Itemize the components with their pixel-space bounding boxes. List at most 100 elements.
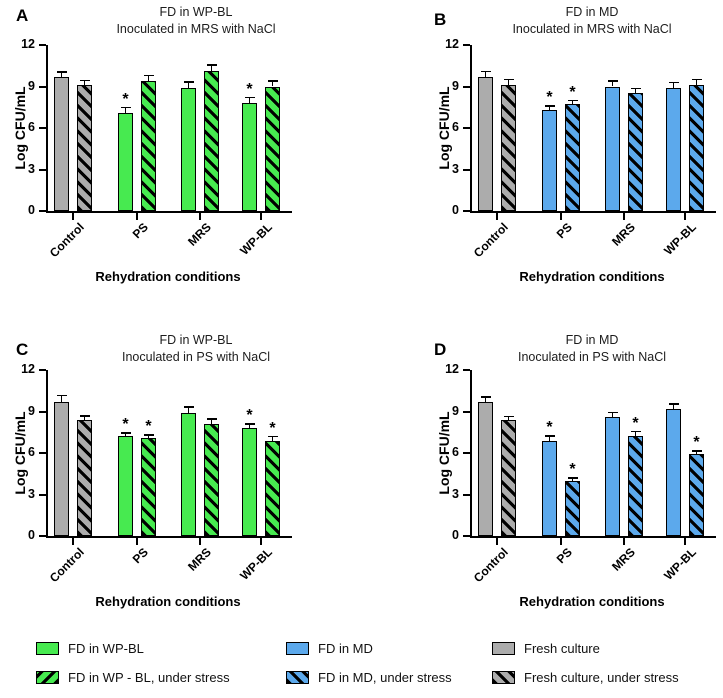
- panel-title-line1: FD in MD: [565, 5, 619, 19]
- x-axis-tick: [136, 536, 138, 545]
- error-bar-cap: [630, 87, 641, 90]
- y-axis-tick: [463, 493, 470, 496]
- error-bar-stem: [571, 477, 574, 481]
- panel-letter: B: [434, 10, 447, 29]
- legend-item-fd-in-md: FD in MD: [286, 638, 492, 658]
- error-bar-cap: [480, 70, 491, 73]
- x-axis-tick: [199, 536, 201, 545]
- swatch-green-hatched-icon: [36, 670, 59, 684]
- error-bar-cap: [206, 64, 217, 66]
- error-bar-cap: [668, 403, 679, 405]
- panel-title: FD in MD Inoculated in MRS with NaCl: [442, 4, 723, 38]
- significance-asterisk: *: [569, 83, 576, 101]
- legend: FD in WP-BL FD in MD Fresh culture FD in WP…: [36, 638, 723, 687]
- significance-asterisk: *: [632, 414, 639, 432]
- error-bar-cap: [244, 423, 255, 425]
- y-tick-label: 3: [452, 161, 459, 176]
- y-tick-label: 9: [28, 78, 35, 93]
- panel-title: FD in WP-BL Inoculated in MRS with NaCl: [46, 4, 346, 38]
- significance-asterisk: *: [122, 416, 129, 434]
- error-bar-cap: [567, 99, 578, 102]
- y-axis-tick: [39, 168, 46, 171]
- bar-control-normal: [54, 401, 69, 536]
- error-bar-cap: [244, 96, 255, 99]
- y-tick-label: 12: [445, 37, 459, 51]
- y-axis-tick: [463, 410, 470, 413]
- bar-ps-normal: [118, 436, 133, 536]
- error-bar-cap: [183, 405, 194, 408]
- bar-control-stress: [77, 419, 92, 536]
- bar-wp-bl-normal: [666, 87, 681, 211]
- error-bar-cap: [206, 418, 217, 420]
- y-tick-label: 3: [452, 486, 459, 501]
- significance-asterisk: *: [122, 90, 129, 108]
- error-bar-cap: [544, 435, 555, 437]
- error-bar-stem: [271, 80, 274, 87]
- bar-mrs-normal: [181, 412, 196, 536]
- bar-mrs-stress: [628, 436, 643, 536]
- y-axis-tick: [39, 452, 46, 454]
- swatch-gray-solid-icon: [492, 641, 515, 655]
- bar-wp-bl-stress: [689, 85, 704, 211]
- x-axis-tick: [72, 536, 74, 545]
- bar-wp-bl-normal: [666, 408, 681, 536]
- error-bar-stem: [672, 403, 675, 409]
- significance-asterisk: *: [246, 80, 253, 98]
- x-axis-tick: [260, 536, 262, 545]
- significance-asterisk: *: [145, 418, 152, 436]
- y-axis-tick: [39, 369, 46, 371]
- plot-area: 0 3 6 9 12 Control PS * * MRS WP-BL * *: [21, 362, 292, 585]
- y-axis-tick: [39, 127, 46, 129]
- significance-asterisk: *: [546, 419, 553, 437]
- plot-area: 0 3 6 9 12 Control PS * * MRS WP-BL: [445, 37, 716, 260]
- y-tick-label: 3: [28, 161, 35, 176]
- x-axis-tick: [684, 211, 686, 220]
- error-bar-stem: [271, 435, 274, 441]
- error-bar-cap: [56, 394, 67, 397]
- y-axis-tick: [463, 452, 470, 454]
- x-axis-tick: [623, 211, 625, 220]
- error-bar-stem: [83, 79, 86, 86]
- error-bar-stem: [695, 78, 698, 86]
- x-axis-tick: [260, 211, 262, 220]
- bar-control-stress: [77, 85, 92, 211]
- error-bar-cap: [143, 74, 154, 77]
- y-axis-tick: [463, 210, 470, 212]
- error-bar-cap: [668, 81, 679, 84]
- legend-label: Fresh culture, under stress: [524, 669, 679, 685]
- y-axis-tick: [463, 127, 470, 129]
- error-bar-stem: [187, 405, 190, 413]
- bar-control-stress: [501, 419, 516, 536]
- x-axis-label: Rehydration conditions: [519, 594, 665, 609]
- panel-letter: D: [434, 340, 447, 359]
- y-axis-tick: [463, 168, 470, 171]
- error-bar-stem: [124, 106, 127, 113]
- x-axis-tick: [199, 211, 201, 220]
- error-bar-stem: [611, 80, 614, 87]
- x-axis-tick: [72, 211, 74, 220]
- panel-title-line2: Inoculated in MRS with NaCl: [512, 22, 672, 36]
- error-bar-stem: [60, 394, 63, 402]
- significance-asterisk: *: [546, 89, 553, 107]
- y-tick-label: 3: [28, 486, 35, 501]
- y-tick-label: 6: [28, 120, 35, 134]
- bar-control-normal: [54, 76, 69, 211]
- panel-title-line2: Inoculated in MRS with NaCl: [116, 22, 276, 36]
- bar-wp-bl-normal: [242, 103, 257, 211]
- swatch-gray-hatched-icon: [492, 670, 515, 684]
- bar-ps-stress: [141, 437, 156, 536]
- error-bar-stem: [484, 396, 487, 402]
- legend-item-fresh-culture-under-stress: Fresh culture, under stress: [492, 667, 723, 687]
- swatch-green-solid-icon: [36, 641, 59, 655]
- legend-item-fresh-culture: Fresh culture: [492, 638, 723, 658]
- legend-label: FD in WP - BL, under stress: [68, 669, 230, 685]
- bar-wp-bl-stress: [265, 86, 280, 211]
- y-tick-label: 9: [28, 403, 35, 418]
- y-tick-label: 6: [452, 445, 459, 459]
- error-bar-cap: [79, 79, 90, 82]
- panel-title: FD in MD Inoculated in PS with NaCl: [442, 332, 723, 366]
- bar-mrs-normal: [181, 87, 196, 211]
- y-axis-tick: [463, 44, 470, 46]
- y-tick-label: 12: [21, 37, 35, 51]
